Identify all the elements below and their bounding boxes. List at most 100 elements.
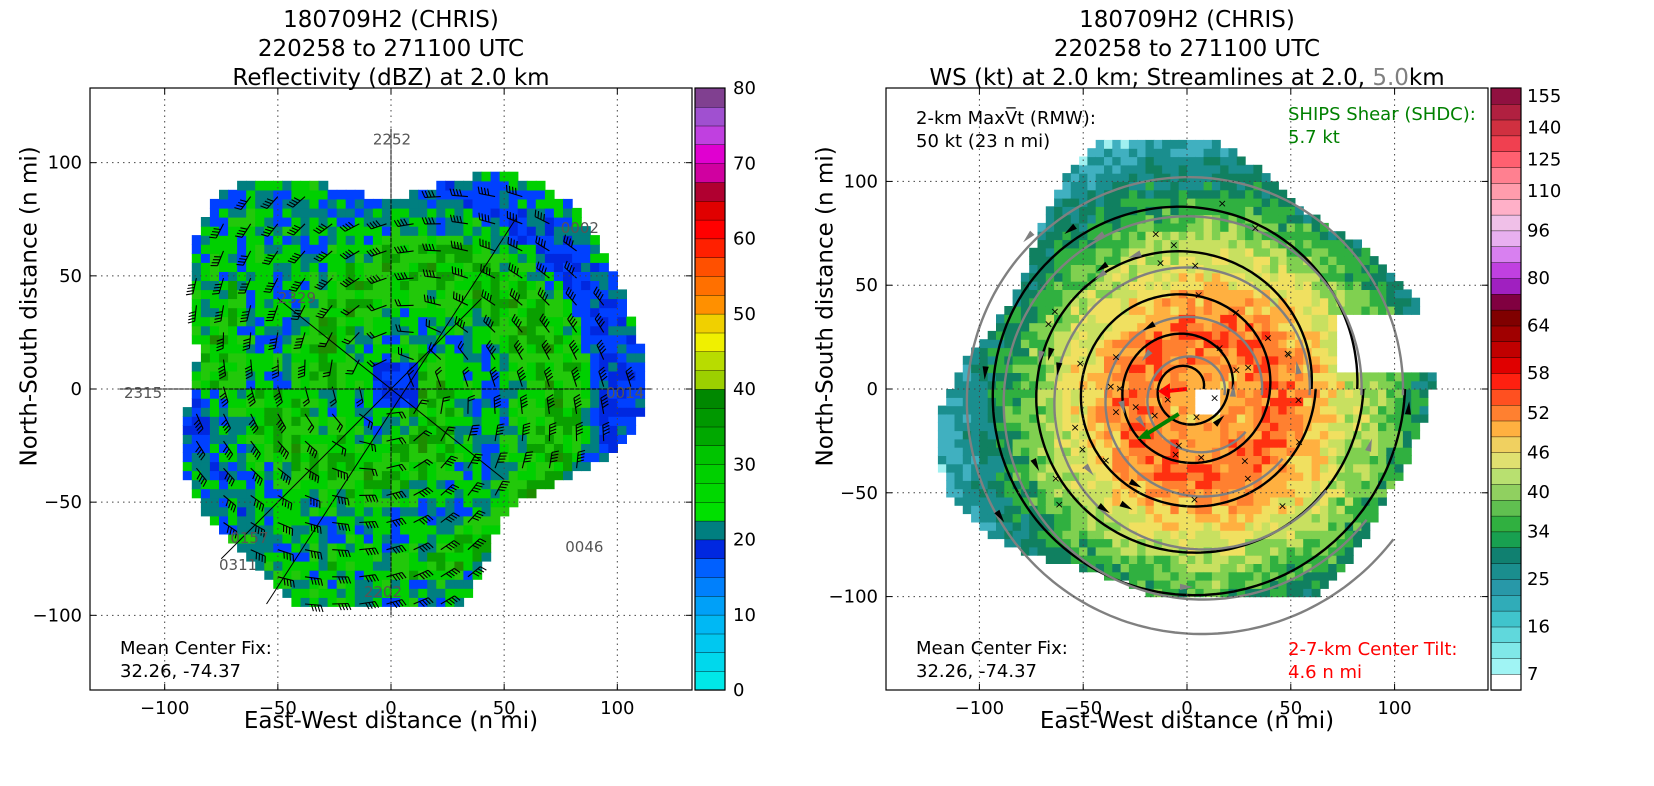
reflectivity-cell: [490, 470, 501, 481]
reflectivity-cell: [617, 425, 627, 435]
reflectivity-cell: [228, 524, 238, 535]
windspeed-cell: [1029, 472, 1039, 481]
wind-barb-flag: [626, 369, 633, 375]
reflectivity-cell: [354, 389, 365, 399]
windspeed-cell: [1020, 330, 1030, 340]
reflectivity-cell: [191, 361, 202, 372]
reflectivity-cell: [608, 407, 618, 417]
reflectivity-cell: [264, 289, 274, 300]
windspeed-cell: [1128, 139, 1138, 149]
reflectivity-cell: [182, 407, 193, 417]
windspeed-cell: [1203, 148, 1213, 158]
windspeed-cell: [1228, 480, 1238, 490]
reflectivity-cell: [499, 416, 510, 426]
windspeed-cell: [1261, 314, 1271, 324]
windspeed-cell: [1253, 214, 1263, 224]
windspeed-cell: [1187, 281, 1196, 290]
wind-barb-flag: [474, 514, 482, 519]
wind-barb-flag: [238, 201, 246, 205]
windspeed-cell: [971, 480, 980, 490]
wind-barb-flag: [320, 223, 328, 229]
reflectivity-cell: [372, 551, 383, 562]
reflectivity-cell: [363, 398, 374, 408]
reflectivity-cell: [228, 479, 238, 490]
reflectivity-cell: [526, 180, 537, 191]
reflectivity-cell: [354, 189, 365, 200]
windspeed-cell: [1054, 322, 1063, 332]
windspeed-cell: [1286, 256, 1296, 265]
windspeed-cell: [1070, 380, 1080, 390]
windspeed-cell: [1294, 580, 1304, 589]
windspeed-cell: [1303, 231, 1313, 241]
reflectivity-cell: [572, 361, 582, 372]
windspeed-cell: [1079, 472, 1088, 481]
windspeed-cell: [1145, 372, 1155, 382]
windspeed-cell: [1037, 372, 1047, 382]
windspeed-cell: [1104, 306, 1113, 315]
windspeed-cell: [1187, 463, 1196, 473]
windspeed-cell: [1220, 206, 1230, 216]
windspeed-cell: [1087, 164, 1097, 174]
wind-barb-flag: [269, 341, 277, 344]
reflectivity-cell: [372, 207, 383, 218]
wind-barb-flag: [313, 257, 321, 262]
reflectivity-cell: [273, 524, 283, 535]
windspeed-cell: [937, 455, 947, 465]
windspeed-cell: [1145, 289, 1155, 299]
reflectivity-cell: [391, 334, 401, 345]
reflectivity-cell: [544, 416, 555, 426]
reflectivity-cell: [544, 189, 555, 200]
reflectivity-cell: [354, 262, 365, 272]
wind-barb-flag: [401, 490, 407, 498]
reflectivity-cell: [273, 443, 283, 453]
windspeed-cell: [1054, 231, 1063, 241]
reflectivity-cell: [291, 298, 302, 309]
windspeed-cell: [1128, 322, 1138, 332]
reflectivity-cell: [436, 425, 446, 435]
windspeed-cell: [1236, 231, 1246, 241]
reflectivity-cell: [209, 262, 220, 272]
reflectivity-cell: [237, 497, 247, 508]
reflectivity-cell: [291, 452, 302, 463]
windspeed-cell: [1037, 538, 1047, 548]
right-title-line1: 180709H2 (CHRIS): [1079, 7, 1295, 33]
reflectivity-cell: [273, 280, 283, 291]
windspeed-cell: [1278, 538, 1288, 548]
windspeed-cell: [1195, 496, 1205, 506]
wind-barb-flag: [537, 237, 541, 245]
windspeed-cell: [1328, 422, 1338, 432]
reflectivity-cell: [318, 370, 329, 381]
windspeed-cell: [1029, 314, 1039, 324]
windspeed-cell: [1228, 563, 1238, 573]
windspeed-cell: [1029, 306, 1039, 315]
windspeed-cell: [1054, 256, 1063, 265]
windspeed-cell: [1137, 256, 1147, 265]
reflectivity-cell: [572, 407, 582, 417]
reflectivity-cell: [418, 470, 428, 481]
reflectivity-cell: [472, 479, 483, 490]
wind-barb-flag: [400, 245, 405, 253]
windspeed-cell: [1178, 405, 1188, 415]
windspeed-cell: [1112, 563, 1122, 573]
wind-barb-flag: [470, 430, 478, 433]
reflectivity-cell: [418, 316, 428, 327]
reflectivity-cell: [219, 307, 229, 318]
wind-barb-flag: [269, 338, 277, 341]
windspeed-cell: [1104, 488, 1113, 498]
reflectivity-cell: [400, 515, 410, 526]
reflectivity-cell: [481, 198, 492, 209]
windspeed-cell: [1137, 264, 1147, 274]
wind-barb-flag: [374, 444, 377, 452]
windspeed-cell: [1037, 330, 1047, 340]
wind-barb-flag: [297, 371, 305, 376]
windspeed-cell: [1120, 173, 1130, 182]
reflectivity-cell: [409, 416, 419, 426]
windspeed-cell: [1245, 272, 1254, 282]
reflectivity-cell: [381, 588, 392, 598]
reflectivity-cell: [273, 289, 283, 300]
windspeed-cell: [1253, 339, 1263, 349]
windspeed-cell: [1104, 198, 1113, 207]
windspeed-cell: [1187, 355, 1196, 365]
reflectivity-cell: [400, 334, 410, 345]
wind-barb-flag: [318, 253, 326, 258]
